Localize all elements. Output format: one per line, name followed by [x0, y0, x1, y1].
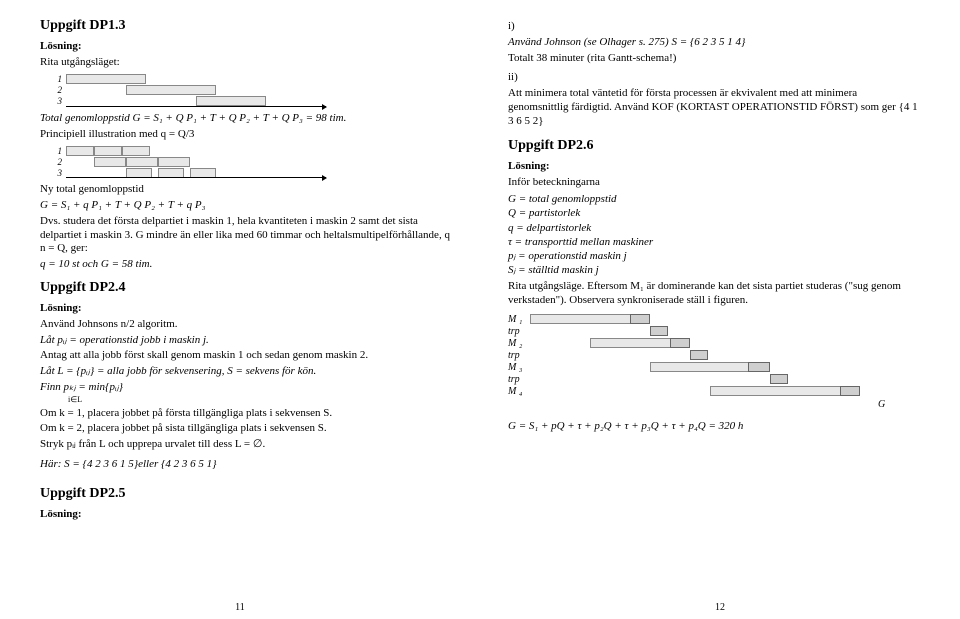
- ny-total: Ny total genomloppstid: [40, 183, 452, 197]
- gantt2-bar: [126, 168, 152, 178]
- gantt2-bar: [126, 157, 158, 167]
- gantt1-row: 2: [50, 85, 452, 96]
- step-row-label: trp: [508, 350, 530, 361]
- step-bar-last: [690, 350, 708, 360]
- losning-3: Lösning:: [40, 508, 452, 520]
- gantt1-bar: [196, 96, 266, 106]
- gantt1-row-label: 2: [50, 85, 66, 95]
- om-k1: Om k = 1, placera jobbet på första tillg…: [40, 407, 452, 421]
- part-i-2: Totalt 38 minuter (rita Gantt-schema!): [508, 52, 920, 66]
- om-k2: Om k = 2, placera jobbet på sista tillgä…: [40, 422, 452, 436]
- gantt2-row-label: 2: [50, 157, 66, 167]
- step-row-label: M ₃: [508, 362, 530, 373]
- dvs-text: Dvs. studera det första delpartiet i mas…: [40, 215, 452, 256]
- part-ii-txt: Att minimera total väntetid för första p…: [508, 87, 920, 128]
- rita-utgangslage: Rita utgångsläge. Eftersom M₁ är dominer…: [508, 280, 920, 308]
- step-row-label: trp: [508, 374, 530, 385]
- gantt2-bar: [158, 157, 190, 167]
- rita-utgang: Rita utgångsläget:: [40, 56, 452, 70]
- gantt1-row-label: 1: [50, 74, 66, 84]
- task-2-5: Uppgift DP2.5: [40, 486, 452, 502]
- q-result: q = 10 st och G = 58 tim.: [40, 258, 452, 272]
- step-row: M ₂: [508, 337, 920, 349]
- gantt-chart-1: 123: [50, 74, 452, 108]
- gantt2-row: 2: [50, 156, 452, 167]
- gantt2-bar: [158, 168, 184, 178]
- step-bar-bg: [710, 386, 860, 396]
- def-pj: pⱼ = operationstid maskin j: [508, 249, 920, 263]
- infor: Inför beteckningarna: [508, 176, 920, 190]
- losning-r: Lösning:: [508, 160, 920, 172]
- def-Q: Q = partistorlek: [508, 206, 920, 220]
- step-bar-last: [770, 374, 788, 384]
- gantt2-axis: [66, 177, 326, 179]
- step-row: trp: [508, 349, 920, 361]
- def-Sj: Sⱼ = ställtid maskin j: [508, 263, 920, 277]
- task-2-4: Uppgift DP2.4: [40, 280, 452, 296]
- gantt2-row: 1: [50, 145, 452, 156]
- step-bar-last: [840, 386, 860, 396]
- gantt2-bar: [94, 146, 122, 156]
- losning-2: Lösning:: [40, 302, 452, 314]
- step-row: trp: [508, 325, 920, 337]
- step-gantt: M ₁trpM ₂trpM ₃trpM ₄: [508, 313, 920, 397]
- part-i-1: Använd Johnson (se Olhager s. 275) S = {…: [508, 36, 920, 50]
- gantt2-row-label: 1: [50, 146, 66, 156]
- gantt1-bar: [66, 74, 146, 84]
- def-G: G = total genomloppstid: [508, 192, 920, 206]
- step-row: trp: [508, 373, 920, 385]
- part-i-label: i): [508, 20, 920, 34]
- step-row: M ₃: [508, 361, 920, 373]
- final-formula: G = S₁ + pQ + τ + p₂Q + τ + p₃Q + τ + p₄…: [508, 420, 920, 434]
- step-row-label: M ₄: [508, 386, 530, 397]
- total-genomlopp: Total genomloppstid G = S₁ + Q P₁ + T + …: [40, 112, 452, 126]
- gantt2-row-label: 3: [50, 168, 66, 178]
- step-bar-last: [670, 338, 690, 348]
- finn-sub: i∈L: [40, 395, 452, 405]
- page-number-right: 12: [480, 602, 960, 613]
- page-right: i) Använd Johnson (se Olhager s. 275) S …: [480, 0, 960, 619]
- gantt1-axis: [66, 106, 326, 108]
- gantt1-row: 1: [50, 74, 452, 85]
- lat-L: Låt L = {pᵢⱼ} = alla jobb för sekvenseri…: [40, 365, 452, 379]
- ny-formula: G = S₁ + q P₁ + T + Q P₂ + T + q P₃: [40, 199, 452, 213]
- step-row: M ₄: [508, 385, 920, 397]
- stryk: Stryk pᵢⱼ från L och upprepa urvalet til…: [40, 438, 452, 452]
- gantt2-bar: [122, 146, 150, 156]
- part-ii-label: ii): [508, 71, 920, 85]
- task-1-3: Uppgift DP1.3: [40, 18, 452, 34]
- definitions: G = total genomloppstid Q = partistorlek…: [508, 192, 920, 278]
- page-number-left: 11: [0, 602, 480, 613]
- page-left: Uppgift DP1.3 Lösning: Rita utgångsläget…: [0, 0, 480, 619]
- gantt2-bar: [190, 168, 216, 178]
- step-row-label: M ₂: [508, 338, 530, 349]
- antag: Antag att alla jobb först skall genom ma…: [40, 349, 452, 363]
- gantt2-bar: [94, 157, 126, 167]
- gantt1-bar: [126, 85, 216, 95]
- principiell: Principiell illustration med q = Q/3: [40, 128, 452, 142]
- johnson-alg: Använd Johnsons n/2 algoritm.: [40, 318, 452, 332]
- gantt-chart-2: 123: [50, 145, 452, 179]
- step-row-label: trp: [508, 326, 530, 337]
- step-row-label: M ₁: [508, 314, 530, 325]
- step-bar-last: [650, 326, 668, 336]
- task-2-6: Uppgift DP2.6: [508, 138, 920, 154]
- step-bar-last: [748, 362, 770, 372]
- g-label: G: [878, 399, 960, 410]
- finn: Finn pₖⱼ = min{pᵢⱼ}: [40, 381, 452, 395]
- lat-pij: Låt pᵢⱼ = operationstid jobb i maskin j.: [40, 334, 452, 348]
- gantt1-row-label: 3: [50, 96, 66, 106]
- step-bar-last: [630, 314, 650, 324]
- def-tau: τ = transporttid mellan maskiner: [508, 235, 920, 249]
- def-q: q = delpartistorlek: [508, 221, 920, 235]
- step-row: M ₁: [508, 313, 920, 325]
- gantt2-bar: [66, 146, 94, 156]
- losning-1: Lösning:: [40, 40, 452, 52]
- har-S: Här: S = {4 2 3 6 1 5}eller {4 2 3 6 5 1…: [40, 458, 452, 472]
